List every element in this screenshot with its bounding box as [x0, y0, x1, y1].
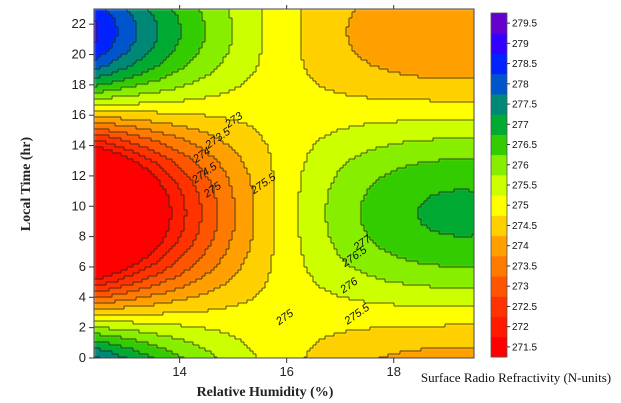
colorbar-tick-label: 277 — [512, 120, 529, 131]
colorbar-tick-label: 278 — [512, 79, 529, 90]
y-tick-label: 0 — [79, 350, 86, 365]
y-tick-label: 12 — [72, 168, 86, 183]
y-tick-label: 10 — [72, 198, 86, 213]
x-tick-label: 16 — [279, 364, 293, 379]
colorbar-swatch — [491, 154, 507, 176]
colorbar-swatch — [491, 134, 507, 156]
y-tick-label: 20 — [72, 47, 86, 62]
y-tick-label: 8 — [79, 229, 86, 244]
colorbar: 271.5 272 272.5 273 273.5 274 274.5 275 275.5 276… — [490, 12, 537, 358]
x-tick-label: 18 — [386, 364, 400, 379]
colorbar-swatch — [491, 235, 507, 257]
colorbar-swatch — [491, 73, 507, 95]
colorbar-swatch — [491, 53, 507, 75]
colorbar-tick-label: 275 — [512, 201, 529, 212]
plot-area — [94, 9, 474, 358]
y-tick-label: 14 — [72, 138, 86, 153]
x-tick-label: 14 — [172, 364, 186, 379]
colorbar-swatch — [491, 336, 507, 358]
y-axis: 0 2 4 6 8 10 12 14 16 18 20 22 — [72, 16, 94, 365]
colorbar-tick-label: 276 — [512, 160, 529, 171]
colorbar-tick-label: 279 — [512, 39, 529, 50]
colorbar-tick-label: 273.5 — [512, 261, 537, 272]
x-axis: 14 16 18 — [172, 5, 401, 379]
colorbar-swatch — [491, 215, 507, 237]
colorbar-swatch — [491, 93, 507, 115]
colorbar-tick-label: 274 — [512, 241, 529, 252]
x-axis-title: Relative Humidity (%) — [197, 385, 334, 400]
y-tick-label: 2 — [79, 320, 86, 335]
y-tick-label: 6 — [79, 259, 86, 274]
colorbar-tick-label: 272.5 — [512, 302, 537, 313]
colorbar-tick-label: 274.5 — [512, 221, 537, 232]
colorbar-tick-label: 275.5 — [512, 181, 537, 192]
colorbar-swatch — [491, 195, 507, 216]
colorbar-swatch — [491, 316, 507, 338]
colorbar-title: Surface Radio Refractivity (N-units) — [421, 370, 611, 385]
colorbar-tick-label: 276.5 — [512, 140, 537, 151]
y-tick-label: 22 — [72, 16, 86, 31]
colorbar-swatch — [491, 114, 507, 135]
contour-fill — [94, 9, 474, 358]
y-axis-title: Local Time (hr) — [19, 136, 34, 231]
colorbar-tick-label: 279.5 — [512, 19, 537, 30]
y-tick-label: 4 — [79, 289, 86, 304]
colorbar-tick-label: 277.5 — [512, 100, 537, 111]
colorbar-tick-label: 278.5 — [512, 59, 537, 70]
colorbar-swatch — [491, 296, 507, 318]
colorbar-swatch — [491, 33, 507, 54]
colorbar-swatch — [491, 255, 507, 277]
colorbar-swatch — [491, 174, 507, 196]
y-tick-label: 16 — [72, 107, 86, 122]
colorbar-swatch — [491, 13, 507, 34]
colorbar-tick-label: 272 — [512, 322, 529, 333]
y-tick-label: 18 — [72, 77, 86, 92]
contour-lines — [94, 9, 474, 358]
plot-frame — [93, 8, 475, 359]
colorbar-tick-label: 273 — [512, 282, 529, 293]
colorbar-swatch — [491, 276, 507, 297]
colorbar-tick-label: 271.5 — [512, 342, 537, 353]
